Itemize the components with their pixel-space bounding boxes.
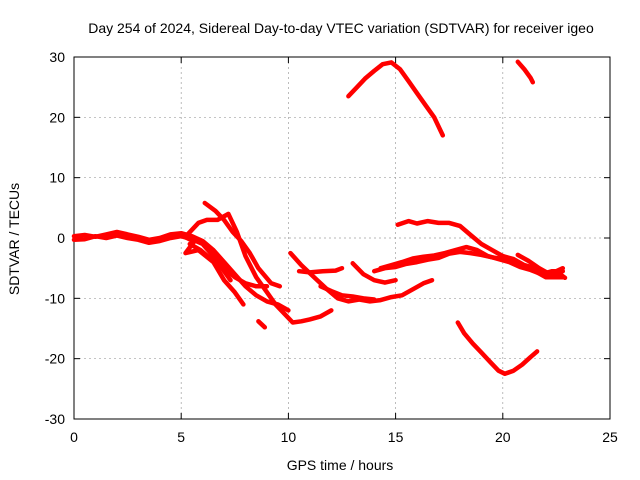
series-track-9 xyxy=(296,265,345,275)
grid xyxy=(74,57,610,419)
y-tick-label: 30 xyxy=(49,49,65,65)
x-tick-label: 10 xyxy=(281,429,297,445)
y-tick-label: -10 xyxy=(45,290,65,306)
y-tick-label: 10 xyxy=(49,170,65,186)
x-tick-label: 25 xyxy=(602,429,618,445)
series-track-18 xyxy=(515,252,568,281)
x-tick-label: 15 xyxy=(388,429,404,445)
series-track-3 xyxy=(185,211,334,325)
y-tick-label: 0 xyxy=(57,230,65,246)
series-track-11 xyxy=(350,261,398,285)
tick-labels: 0 5 10 15 20 25 -30 -20 -10 0 10 20 30 xyxy=(45,49,618,445)
x-tick-label: 20 xyxy=(495,429,511,445)
series-track-15 xyxy=(346,60,446,138)
x-axis-label: GPS time / hours xyxy=(287,457,394,473)
series-track-17 xyxy=(455,320,540,377)
y-tick-label: -30 xyxy=(45,411,65,427)
series-track-4 xyxy=(202,200,283,289)
series-track-13 xyxy=(378,244,566,277)
series-track-10 xyxy=(318,284,377,302)
series-track-16 xyxy=(515,59,536,85)
axis-ticks xyxy=(73,56,611,420)
y-axis-label: SDTVAR / TECUs xyxy=(6,183,22,295)
series-track-2 xyxy=(71,233,270,289)
y-tick-label: -20 xyxy=(45,351,65,367)
y-tick-label: 20 xyxy=(49,109,65,125)
x-tick-label: 0 xyxy=(70,429,78,445)
chart-title: Day 254 of 2024, Sidereal Day-to-day VTE… xyxy=(88,20,594,36)
data-series xyxy=(71,59,568,377)
x-tick-label: 5 xyxy=(177,429,185,445)
series-track-6 xyxy=(187,241,233,283)
series-track-7 xyxy=(256,319,268,330)
